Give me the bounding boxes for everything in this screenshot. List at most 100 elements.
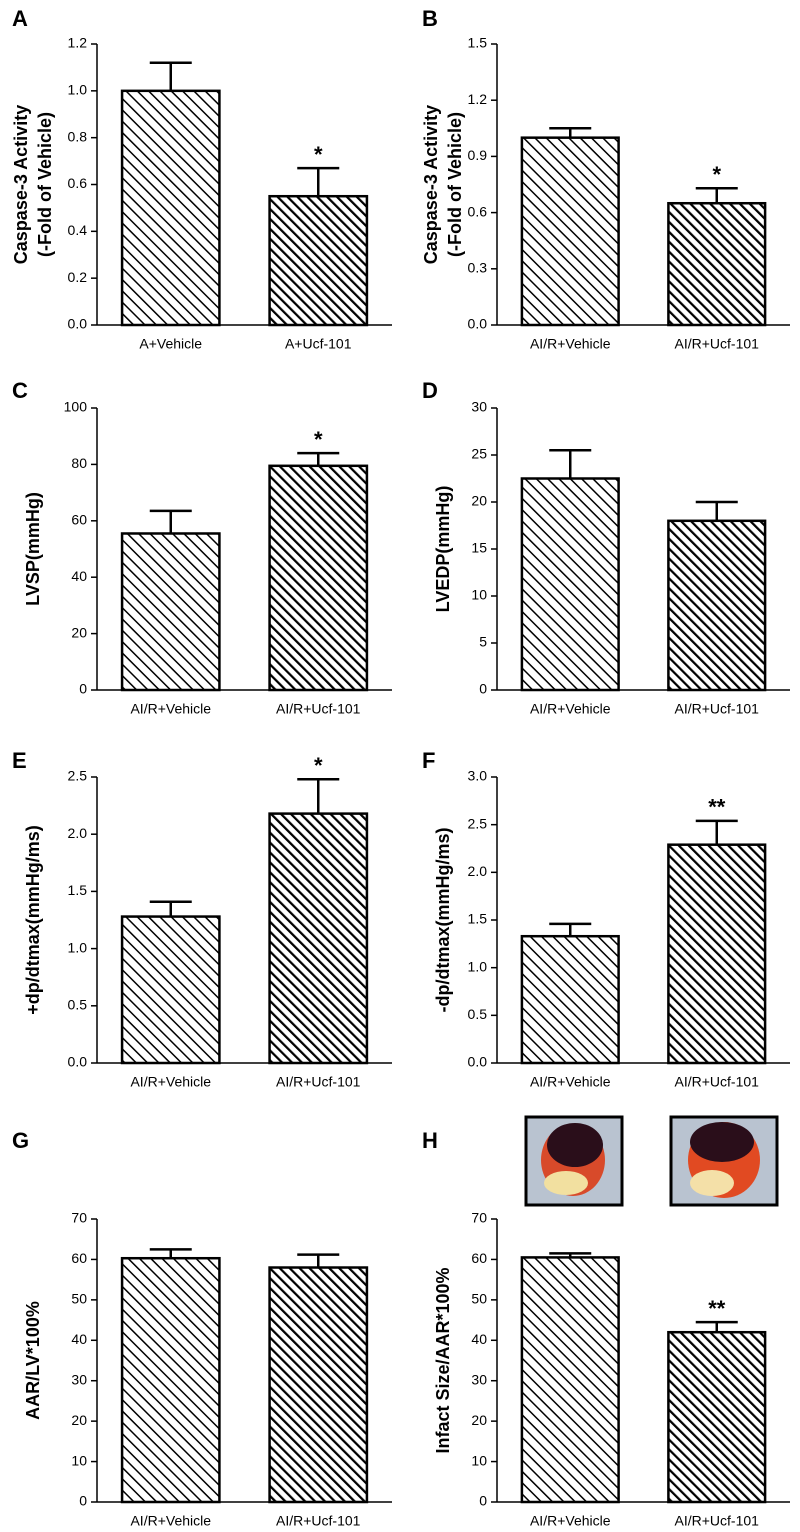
y-tick-label: 1.0 [68,939,88,955]
y-tick-label: 20 [71,1412,87,1428]
significance-mark: * [314,753,323,778]
panel-label: C [12,378,28,403]
error-bar [149,900,192,917]
bar [667,1330,767,1504]
bar [120,89,221,327]
y-tick-label: 0.0 [68,316,88,332]
x-tick-label: AI/R+Vehicle [130,701,211,717]
heart-image [669,1115,779,1207]
y-tick-label: 0.0 [468,1054,488,1070]
error-bar [297,778,340,814]
x-tick-label: AI/R+Vehicle [530,1074,611,1090]
bar [520,477,620,692]
significance-mark: * [712,162,721,187]
error-bar [695,1320,738,1333]
y-tick-label: 100 [64,399,88,415]
y-tick-label: 2.0 [468,863,488,879]
significance-mark: * [314,427,323,452]
y-axis-label: (-Fold of Vehicle) [35,112,55,257]
y-tick-label: 0.5 [68,997,88,1013]
x-tick-label: AI/R+Vehicle [530,1513,611,1529]
y-tick-label: 30 [471,399,487,415]
x-tick-label: AI/R+Ucf-101 [675,1513,760,1529]
panel-label: D [422,378,438,403]
x-tick-label: AI/R+Ucf-101 [276,1074,361,1090]
y-tick-label: 60 [71,1250,87,1266]
y-axis-label: +dp/dtmax(mmHg/ms) [23,825,43,1015]
y-tick-label: 50 [471,1291,487,1307]
panel-label: G [12,1128,29,1153]
y-tick-label: 2.5 [68,768,88,784]
error-bar [695,819,738,845]
y-tick-label: 0.2 [68,269,88,285]
panel-label: A [12,6,28,31]
y-tick-label: 0.4 [68,222,88,238]
y-axis-label: AAR/LV*100% [23,1301,43,1420]
y-tick-label: 0 [479,1493,487,1509]
x-tick-label: AI/R+Ucf-101 [276,701,361,717]
error-bar [549,922,592,937]
y-axis-label: (-Fold of Vehicle) [445,112,465,257]
y-axis-label: -dp/dtmax(mmHg/ms) [433,827,453,1012]
y-tick-label: 25 [471,446,487,462]
error-bar [297,451,340,466]
y-tick-label: 0.6 [468,203,488,219]
y-tick-label: 2.0 [68,825,88,841]
y-tick-label: 40 [471,1331,487,1347]
x-tick-label: AI/R+Ucf-101 [675,701,760,717]
y-tick-label: 40 [71,568,87,584]
error-bar [297,166,340,197]
y-tick-label: 30 [471,1371,487,1387]
error-bar [297,1253,340,1268]
y-tick-label: 20 [71,624,87,640]
bar [520,934,620,1065]
y-tick-label: 10 [471,587,487,603]
y-tick-label: 0.9 [468,147,488,163]
bar [520,136,620,327]
x-tick-label: A+Ucf-101 [285,336,352,352]
y-tick-label: 10 [71,1452,87,1468]
y-tick-label: 0.5 [468,1006,488,1022]
bar [268,194,369,327]
y-tick-label: 1.0 [68,82,88,98]
y-tick-label: 1.5 [68,882,88,898]
x-tick-label: A+Vehicle [139,336,202,352]
x-tick-label: AI/R+Ucf-101 [675,336,760,352]
panel-label: H [422,1128,438,1153]
error-bar [549,1252,592,1258]
panel-label: B [422,6,438,31]
panel-label: F [422,748,435,773]
y-tick-label: 1.2 [68,35,88,51]
x-tick-label: AI/R+Vehicle [530,701,611,717]
bar [667,843,767,1065]
bar [520,1256,620,1504]
y-tick-label: 0.8 [68,128,88,144]
error-bar [149,509,192,534]
error-bar [149,1248,192,1259]
x-tick-label: AI/R+Ucf-101 [675,1074,760,1090]
y-tick-label: 0 [79,681,87,697]
error-bar [695,186,738,204]
y-tick-label: 3.0 [468,768,488,784]
y-tick-label: 2.5 [468,815,488,831]
y-axis-label: LVEDP(mmHg) [433,486,453,613]
y-tick-label: 0.0 [68,1054,88,1070]
heart-image [524,1115,624,1207]
y-tick-label: 30 [71,1371,87,1387]
y-tick-label: 0.3 [468,260,488,276]
bar [120,1256,221,1504]
y-tick-label: 20 [471,1412,487,1428]
error-bar [695,500,738,521]
x-tick-label: AI/R+Vehicle [130,1074,211,1090]
x-tick-label: AI/R+Vehicle [130,1513,211,1529]
significance-mark: ** [708,1296,726,1321]
bar [268,1266,369,1504]
significance-mark: * [314,142,323,167]
y-tick-label: 10 [471,1452,487,1468]
panel-label: E [12,748,27,773]
y-axis-label: Infact Size/AAR*100% [433,1267,453,1453]
y-tick-label: 50 [71,1291,87,1307]
bar [120,532,221,692]
bar [120,915,221,1065]
